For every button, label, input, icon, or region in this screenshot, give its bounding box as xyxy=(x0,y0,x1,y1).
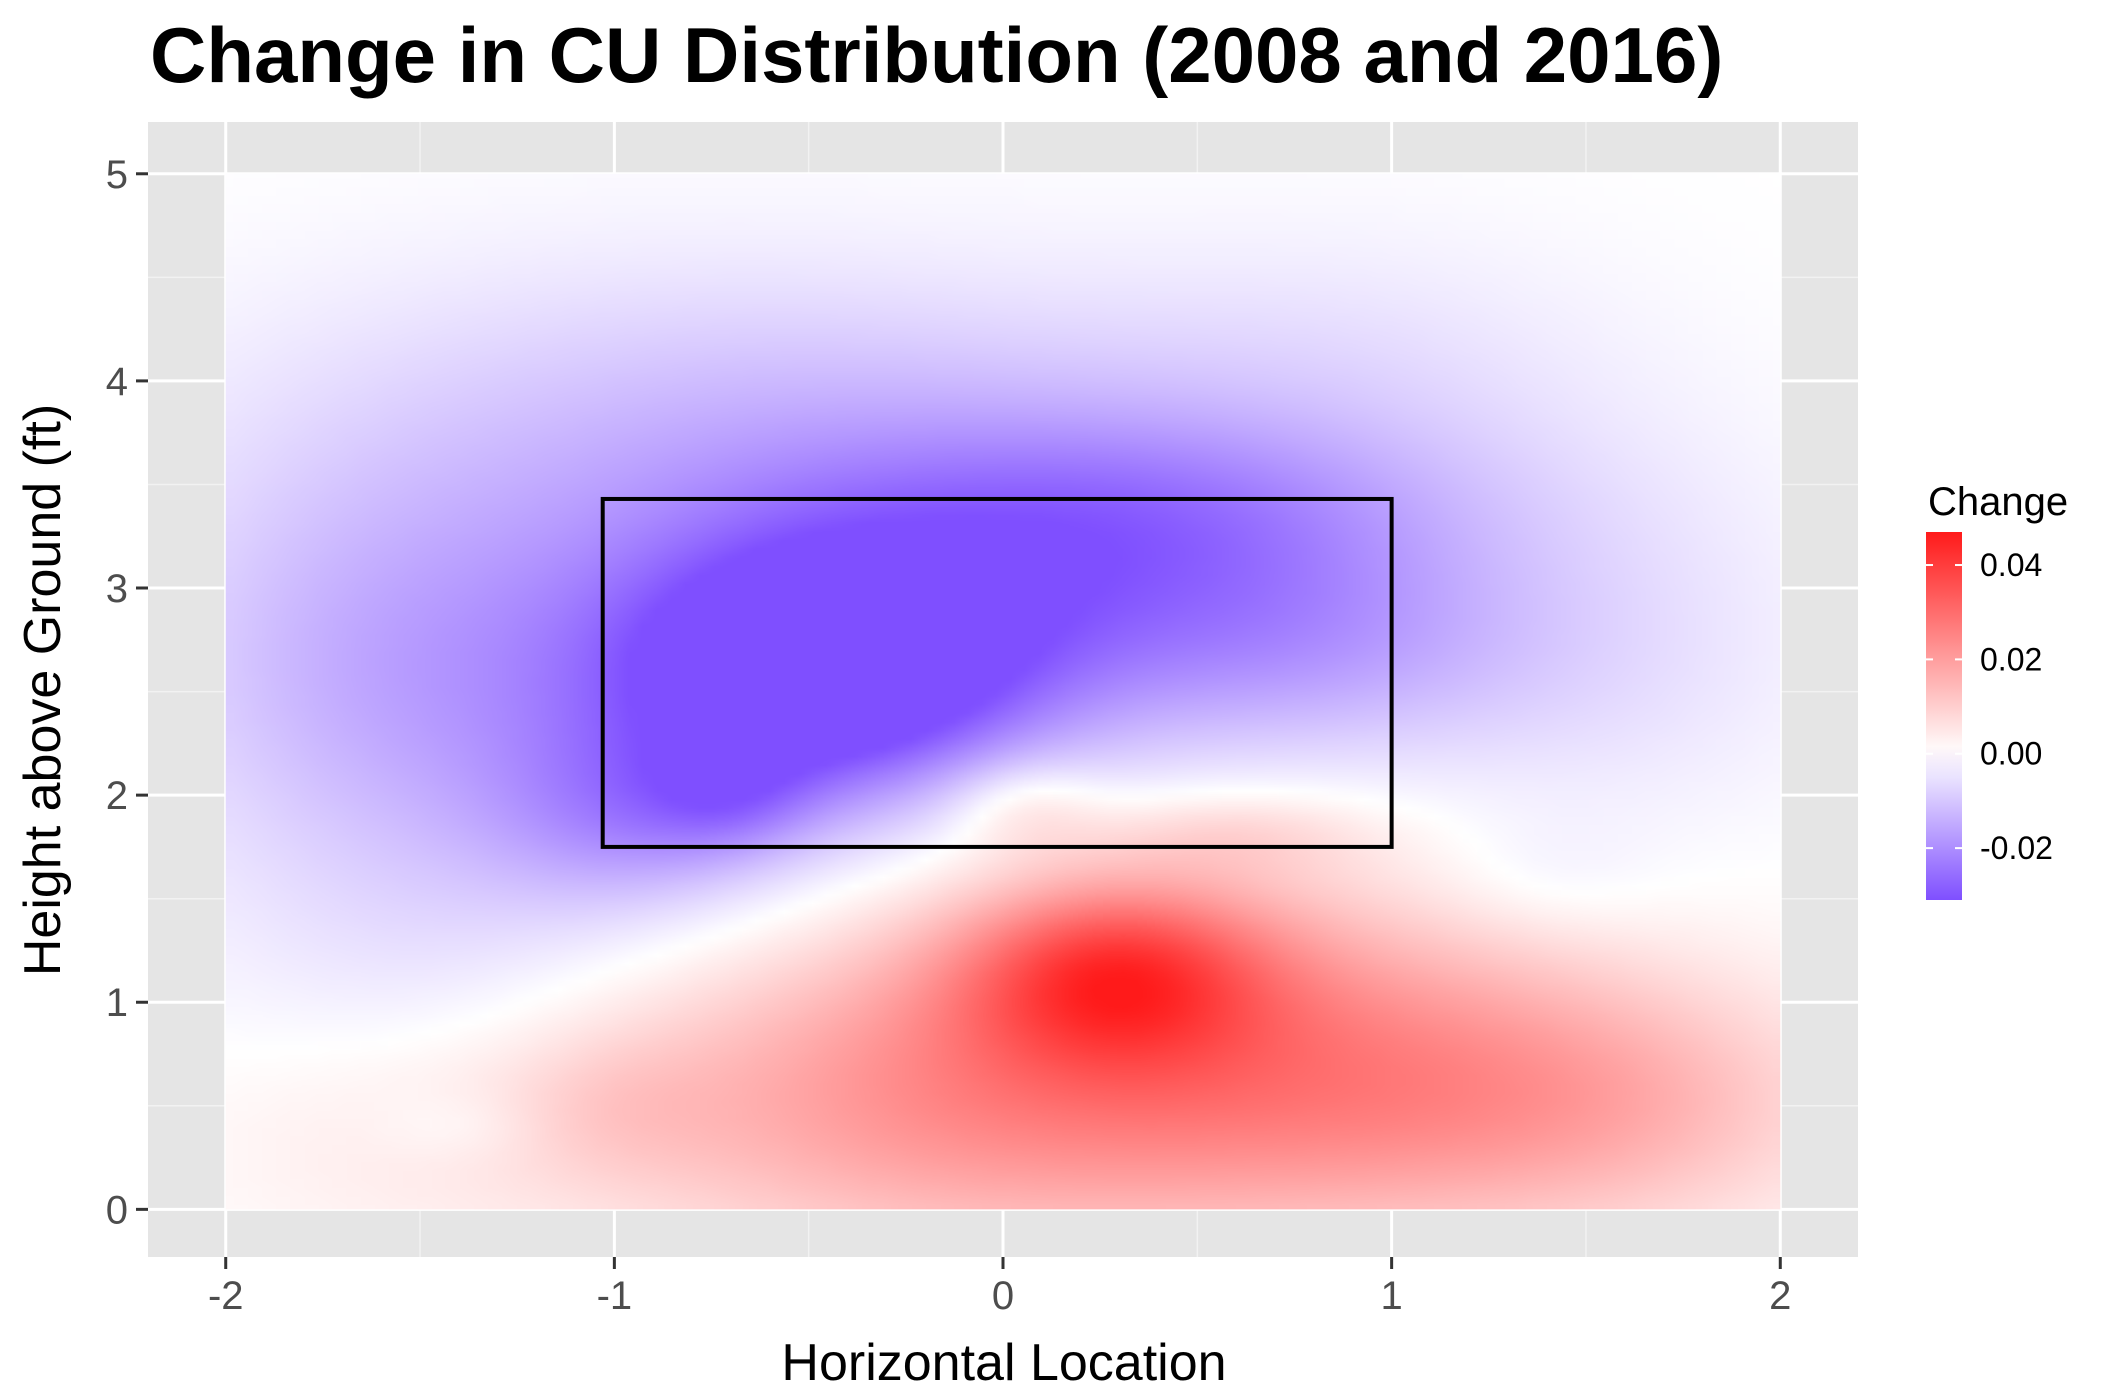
x-tick-label: 2 xyxy=(1769,1274,1791,1318)
x-tick-label: -1 xyxy=(597,1274,633,1318)
legend-ticks: 0.04 0.02 0.00 -0.02 xyxy=(1926,547,2053,866)
x-tick-label: -2 xyxy=(208,1274,244,1318)
y-tick-label: 0 xyxy=(106,1188,128,1232)
y-tick-label: 4 xyxy=(106,360,128,404)
x-tick-label: 0 xyxy=(992,1274,1014,1318)
chart-title: Change in CU Distribution (2008 and 2016… xyxy=(150,11,1723,99)
y-axis: 0 1 2 3 4 5 xyxy=(106,153,148,1232)
x-axis: -2 -1 0 1 2 xyxy=(208,1257,1791,1318)
legend-colorbar xyxy=(1926,532,1962,900)
legend-tick-label: -0.02 xyxy=(1980,830,2053,866)
y-tick-label: 3 xyxy=(106,567,128,611)
x-axis-title: Horizontal Location xyxy=(781,1334,1226,1387)
heatmap-tiles xyxy=(225,173,1781,1210)
legend-tick-label: 0.00 xyxy=(1980,736,2042,772)
legend: Change 0.04 0.02 0.00 -0.02 xyxy=(1926,480,2068,900)
y-tick-label: 2 xyxy=(106,774,128,818)
y-tick-label: 5 xyxy=(106,153,128,197)
y-axis-title: Height above Ground (ft) xyxy=(14,404,72,976)
y-tick-label: 1 xyxy=(106,981,128,1025)
legend-tick-label: 0.04 xyxy=(1980,547,2042,583)
legend-tick-label: 0.02 xyxy=(1980,641,2042,677)
strike-zone-box xyxy=(600,496,1394,849)
x-tick-label: 1 xyxy=(1381,1274,1403,1318)
legend-title: Change xyxy=(1928,480,2068,524)
